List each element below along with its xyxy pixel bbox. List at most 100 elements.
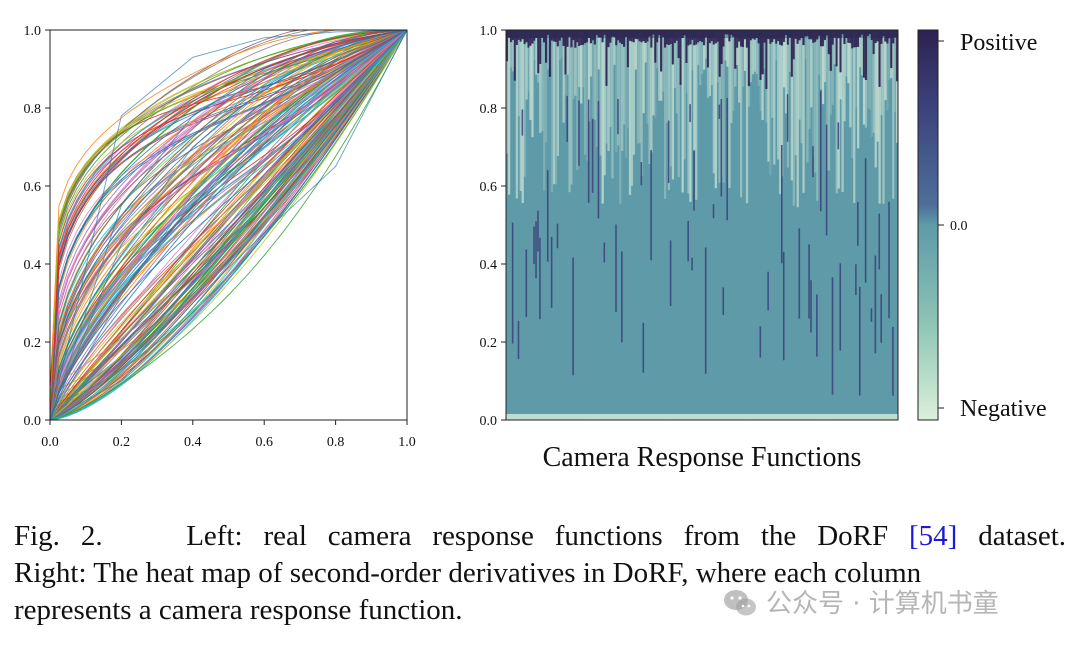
heatmap-column-top xyxy=(714,30,717,44)
heatmap-column-bottom xyxy=(531,414,534,420)
heatmap-column-streak xyxy=(880,38,883,115)
heatmap-column-streak xyxy=(580,38,583,104)
heatmap-column-streak xyxy=(675,38,678,114)
heatmap-column-bottom xyxy=(794,414,797,420)
heatmap-column-bottom xyxy=(825,414,829,420)
heatmap-column-streak xyxy=(613,38,616,65)
heatmap-column-bottom xyxy=(835,414,838,420)
heatmap-column-segment xyxy=(839,263,842,351)
heatmap-column-top xyxy=(716,30,719,42)
heatmap-column-top xyxy=(523,30,526,45)
heatmap-column-streak xyxy=(872,38,875,134)
figure-caption: Fig. 2. Left: real camera response funct… xyxy=(14,518,1066,629)
citation-link[interactable]: [54] xyxy=(909,520,958,552)
crf-line xyxy=(49,29,408,421)
heatmap-column-top xyxy=(749,30,753,41)
left-plot-frame xyxy=(49,29,408,421)
heatmap-column-streak xyxy=(708,38,712,96)
heatmap-column-top xyxy=(683,30,686,36)
heatmap-column-bottom xyxy=(710,414,714,420)
heatmap-column-segment xyxy=(572,257,574,376)
heatmap-column-top xyxy=(693,30,696,46)
heatmap-column-top xyxy=(876,30,879,42)
heatmap-column-bottom xyxy=(621,414,624,420)
heatmap-column-top xyxy=(550,30,554,41)
heatmap-column-top xyxy=(509,30,513,43)
heatmap-column-bottom xyxy=(679,414,682,420)
heatmap-column-top xyxy=(841,30,844,35)
heatmap-column-streak xyxy=(874,38,877,168)
heatmap-column-bottom xyxy=(615,414,618,420)
heatmap-column-streak xyxy=(782,38,786,88)
heatmap-column-streak xyxy=(695,38,698,200)
heatmap-column-bottom xyxy=(566,414,569,420)
heatmap-column-top xyxy=(648,30,651,37)
heatmap-column-bottom xyxy=(521,414,524,420)
heatmap-column-segment xyxy=(810,280,812,333)
heatmap-column-top xyxy=(691,30,694,40)
heatmap-column-bottom xyxy=(886,414,889,420)
heatmap-column-bottom xyxy=(784,414,788,420)
heatmap-column-streak xyxy=(779,38,782,195)
heatmap-column-bottom xyxy=(697,414,700,420)
heatmap-column-bottom xyxy=(611,414,614,420)
heatmap-column-top xyxy=(777,30,780,42)
heatmap-column-top xyxy=(660,30,663,72)
heatmap-column-top xyxy=(640,30,643,43)
heatmap-column-bottom xyxy=(665,414,669,420)
heatmap-column-bottom xyxy=(819,414,823,420)
heatmap-y-tick-label: 1.0 xyxy=(480,24,498,39)
heatmap-column-streak xyxy=(525,38,528,100)
heatmap-column-bottom xyxy=(519,414,522,420)
heatmap-column-top xyxy=(747,30,751,87)
heatmap-column-streak xyxy=(658,38,661,101)
heatmap-column-top xyxy=(812,30,815,43)
heatmap-column-streak xyxy=(662,38,665,92)
crf-line xyxy=(49,29,408,421)
heatmap-column-streak xyxy=(769,38,772,176)
heatmap-column-top xyxy=(665,30,669,45)
heatmap-column-streak xyxy=(589,38,593,77)
heatmap-column-streak xyxy=(710,38,714,86)
heatmap-column-top xyxy=(507,30,511,38)
heatmap-column-streak xyxy=(860,38,864,76)
heatmap-column-bottom xyxy=(585,414,589,420)
heatmap-column-streak xyxy=(728,38,731,189)
heatmap-column-streak xyxy=(515,38,519,199)
heatmap-column-bottom xyxy=(736,414,739,420)
crf-line xyxy=(49,29,408,421)
heatmap-column-bottom xyxy=(718,414,721,420)
heatmap-column-streak xyxy=(868,38,871,110)
heatmap-column-bottom xyxy=(821,414,825,420)
left-line-chart: 0.0 0.2 0.4 0.6 0.8 1.0 0.0 0.2 0.4 0.6 0.8 1.0 xyxy=(24,24,416,450)
heatmap-column-streak xyxy=(587,38,591,122)
heatmap-column-bottom xyxy=(624,414,628,420)
heatmap-column-top xyxy=(896,30,899,82)
watermark-text: 公众号 · 计算机书童 xyxy=(766,589,999,619)
heatmap-column-bottom xyxy=(685,414,688,420)
heatmap-column-top xyxy=(591,30,595,41)
heatmap-column-bottom xyxy=(730,414,733,420)
heatmap-column-top xyxy=(671,30,675,65)
heatmap-column-streak xyxy=(819,38,823,90)
heatmap-column-top xyxy=(892,30,895,44)
heatmap-column-top xyxy=(792,30,795,60)
heatmap-column-bottom xyxy=(562,414,565,420)
heatmap-column-streak xyxy=(566,38,569,75)
heatmap-column-top xyxy=(821,30,825,47)
heatmap-column-bottom xyxy=(751,414,754,420)
heatmap-column-bottom xyxy=(894,414,897,420)
crf-line xyxy=(49,29,408,421)
heatmap-column-top xyxy=(615,30,618,46)
heatmap-column-bottom xyxy=(888,414,891,420)
heatmap-column-top xyxy=(685,30,688,64)
heatmap-column-bottom xyxy=(554,414,558,420)
heatmap-column-top xyxy=(636,30,639,40)
heatmap-column-top xyxy=(855,30,858,48)
heatmap-column-top xyxy=(798,30,801,41)
heatmap-column-top xyxy=(878,30,881,87)
heatmap-column-streak xyxy=(628,38,632,196)
heatmap-column-top xyxy=(720,30,723,65)
heatmap-y-tick-label: 0.2 xyxy=(480,336,498,351)
heatmap-column-top xyxy=(790,30,793,77)
